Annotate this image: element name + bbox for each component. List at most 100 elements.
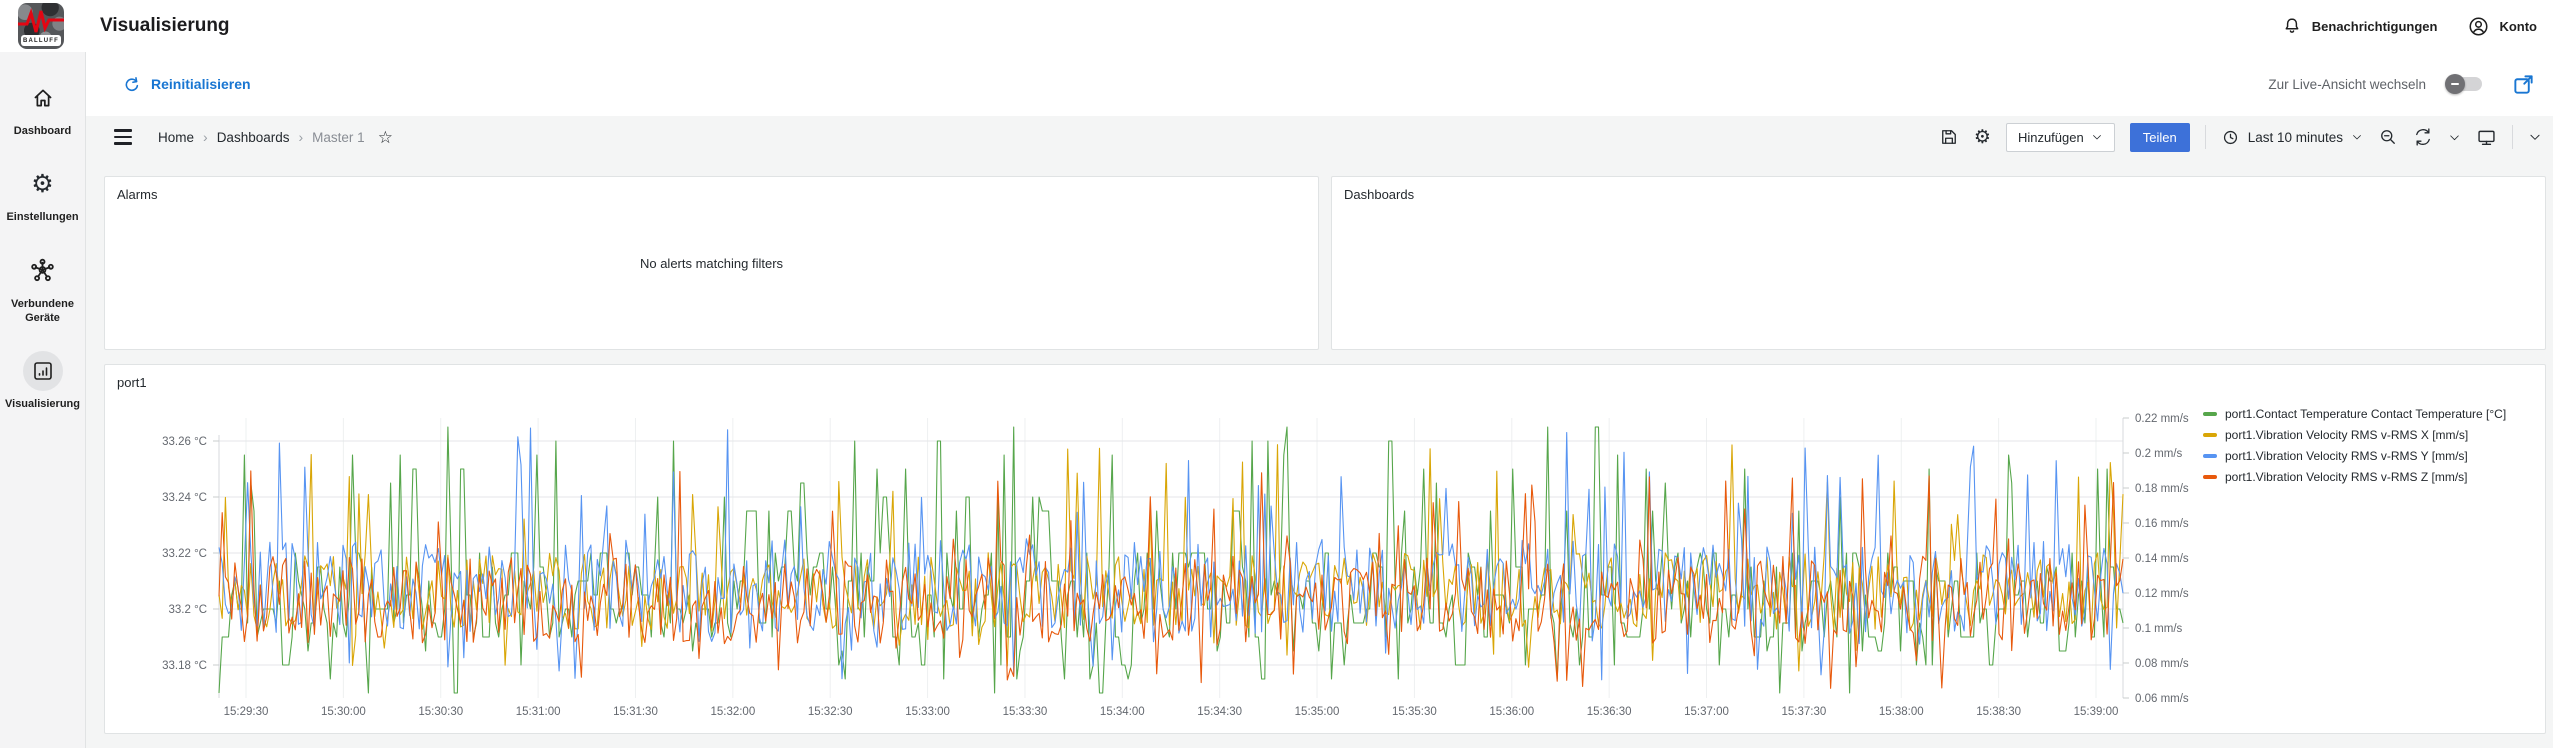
brand-label: BALLUFF — [21, 35, 61, 46]
reinitialize-button[interactable]: Reinitialisieren — [122, 75, 251, 94]
breadcrumb-separator: › — [203, 129, 208, 145]
zoom-out-button[interactable] — [2378, 127, 2398, 147]
sidebar: Dashboard ⚙ Einstellungen — [0, 52, 86, 748]
legend-swatch — [2203, 412, 2217, 416]
svg-text:15:31:30: 15:31:30 — [613, 706, 658, 718]
menu-icon[interactable] — [110, 125, 136, 148]
legend-label: port1.Contact Temperature Contact Temper… — [2225, 407, 2507, 421]
refresh-interval-dropdown[interactable] — [2448, 131, 2461, 144]
refresh-icon — [2416, 128, 2430, 146]
sidebar-item-label: Dashboard — [13, 125, 72, 137]
svg-text:0.22 mm/s: 0.22 mm/s — [2135, 413, 2189, 425]
legend-swatch — [2203, 454, 2217, 458]
svg-text:15:33:30: 15:33:30 — [1003, 706, 1048, 718]
external-link-icon[interactable] — [2512, 73, 2535, 96]
panel-title-dashboards[interactable]: Dashboards — [1344, 187, 1415, 202]
account-icon — [2469, 16, 2488, 36]
sidebar-item-label: Verbundene Geräte — [11, 297, 74, 324]
breadcrumb-home[interactable]: Home — [158, 129, 195, 145]
svg-text:0.14 mm/s: 0.14 mm/s — [2135, 553, 2189, 565]
time-range-picker[interactable]: Last 10 minutes — [2221, 128, 2363, 147]
svg-text:0.2 mm/s: 0.2 mm/s — [2135, 448, 2183, 460]
page-title: Visualisierung — [100, 15, 230, 36]
svg-text:15:29:30: 15:29:30 — [224, 706, 269, 718]
svg-text:15:30:00: 15:30:00 — [321, 706, 366, 718]
app-header: BALLUFF Visualisierung Benachrichtigunge… — [0, 0, 2553, 52]
svg-text:15:38:30: 15:38:30 — [1976, 706, 2021, 718]
svg-text:33.2 °C: 33.2 °C — [169, 604, 207, 616]
collapse-toolbar-button[interactable] — [2528, 130, 2542, 144]
dashboards-panel: Dashboards — [1331, 176, 2546, 350]
save-dashboard-button[interactable] — [1939, 127, 1959, 147]
svg-text:15:35:00: 15:35:00 — [1295, 706, 1340, 718]
svg-text:15:33:00: 15:33:00 — [905, 706, 950, 718]
svg-text:33.22 °C: 33.22 °C — [162, 548, 207, 560]
live-toggle-label: Zur Live-Ansicht wechseln — [2268, 76, 2426, 92]
svg-text:15:32:00: 15:32:00 — [710, 706, 755, 718]
notifications-button[interactable]: Benachrichtigungen — [2281, 15, 2438, 37]
svg-text:15:37:30: 15:37:30 — [1782, 706, 1827, 718]
account-button[interactable]: Konto — [2467, 15, 2537, 38]
time-range-label: Last 10 minutes — [2247, 129, 2343, 145]
svg-text:0.12 mm/s: 0.12 mm/s — [2135, 588, 2189, 600]
legend-item[interactable]: port1.Contact Temperature Contact Temper… — [2203, 407, 2506, 421]
grafana-embed: Home › Dashboards › Master 1 ☆ — [86, 116, 2553, 748]
tv-mode-button[interactable] — [2476, 127, 2497, 148]
svg-text:15:36:30: 15:36:30 — [1587, 706, 1632, 718]
notifications-label: Benachrichtigungen — [2311, 18, 2438, 34]
breadcrumb-dashboards[interactable]: Dashboards — [216, 129, 290, 145]
legend-label: port1.Vibration Velocity RMS v-RMS Y [mm… — [2225, 449, 2468, 463]
legend-label: port1.Vibration Velocity RMS v-RMS X [mm… — [2225, 428, 2469, 442]
gear-icon: ⚙ — [1973, 126, 1991, 148]
legend-swatch — [2203, 433, 2217, 437]
svg-text:33.24 °C: 33.24 °C — [162, 492, 207, 504]
port1-chart-panel: 33.26 °C 33.24 °C 33.22 °C 33.2 °C 33.18 °C 0… — [104, 364, 2546, 734]
breadcrumb: Home › Dashboards › Master 1 ☆ — [158, 129, 393, 146]
panel-title-alarms[interactable]: Alarms — [117, 187, 158, 202]
svg-text:15:37:00: 15:37:00 — [1684, 706, 1729, 718]
add-button[interactable]: Hinzufügen — [2005, 122, 2115, 152]
live-view-toggle[interactable] — [2445, 74, 2482, 94]
clock-icon — [2223, 130, 2237, 144]
svg-text:0.08 mm/s: 0.08 mm/s — [2135, 658, 2189, 670]
balluff-logo: BALLUFF — [18, 3, 64, 49]
reinitialize-label: Reinitialisieren — [151, 76, 251, 92]
zoom-out-icon — [2381, 130, 2395, 144]
chevron-down-icon — [2530, 134, 2540, 140]
sidebar-item-dashboard[interactable]: Dashboard — [1, 78, 85, 138]
svg-text:15:34:30: 15:34:30 — [1197, 706, 1242, 718]
toolbar-divider — [2204, 125, 2206, 149]
gear-icon: ⚙ — [31, 169, 54, 198]
sidebar-item-einstellungen[interactable]: ⚙ Einstellungen — [1, 164, 85, 224]
chevron-down-icon — [2092, 135, 2101, 140]
svg-text:0.1 mm/s: 0.1 mm/s — [2135, 623, 2183, 635]
subheader: Reinitialisieren Zur Live-Ansicht wechse… — [86, 52, 2553, 116]
sidebar-item-verbundene-geraete[interactable]: Verbundene Geräte — [1, 251, 85, 326]
sidebar-item-label: Visualisierung — [5, 398, 80, 411]
home-icon — [34, 89, 51, 107]
sidebar-item-visualisierung[interactable]: Visualisierung — [1, 351, 85, 411]
chevron-down-icon — [2450, 134, 2459, 140]
refresh-dashboard-button[interactable] — [2413, 127, 2433, 147]
network-icon — [31, 258, 54, 282]
legend-item[interactable]: port1.Vibration Velocity RMS v-RMS Z [mm… — [2203, 470, 2506, 484]
panel-title-port1[interactable]: port1 — [117, 375, 147, 390]
svg-text:15:36:00: 15:36:00 — [1489, 706, 1534, 718]
svg-text:0.16 mm/s: 0.16 mm/s — [2135, 518, 2189, 530]
waveform-icon — [18, 7, 64, 33]
share-button[interactable]: Teilen — [2129, 122, 2190, 152]
svg-text:15:35:30: 15:35:30 — [1392, 706, 1437, 718]
legend-item[interactable]: port1.Vibration Velocity RMS v-RMS Y [mm… — [2203, 449, 2506, 463]
svg-text:15:34:00: 15:34:00 — [1100, 706, 1145, 718]
legend-item[interactable]: port1.Vibration Velocity RMS v-RMS X [mm… — [2203, 428, 2506, 442]
bell-icon — [2285, 18, 2299, 33]
dashboard-settings-button[interactable]: ⚙ — [1974, 128, 1991, 147]
breadcrumb-separator: › — [298, 129, 304, 145]
star-icon[interactable]: ☆ — [377, 127, 393, 147]
chart-legend: port1.Contact Temperature Contact Temper… — [2203, 407, 2506, 484]
svg-text:15:30:30: 15:30:30 — [418, 706, 463, 718]
time-series-chart[interactable]: 33.26 °C 33.24 °C 33.22 °C 33.2 °C 33.18 °C 0… — [105, 365, 2545, 733]
alarms-panel: Alarms No alerts matching filters — [104, 176, 1319, 350]
save-icon — [1941, 130, 1956, 144]
svg-text:15:31:00: 15:31:00 — [516, 706, 561, 718]
